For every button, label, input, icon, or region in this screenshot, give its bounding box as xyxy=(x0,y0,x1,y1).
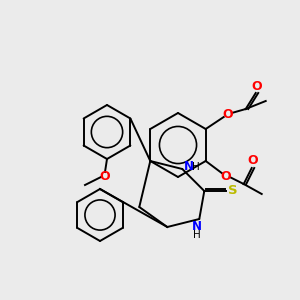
Text: H: H xyxy=(194,230,201,240)
Text: O: O xyxy=(220,169,231,182)
Text: O: O xyxy=(248,154,258,167)
Text: O: O xyxy=(100,170,110,184)
Text: O: O xyxy=(222,107,233,121)
Text: H: H xyxy=(192,162,200,172)
Text: S: S xyxy=(229,184,238,197)
Text: O: O xyxy=(251,80,262,92)
Text: N: N xyxy=(184,160,194,173)
Text: N: N xyxy=(192,220,202,233)
